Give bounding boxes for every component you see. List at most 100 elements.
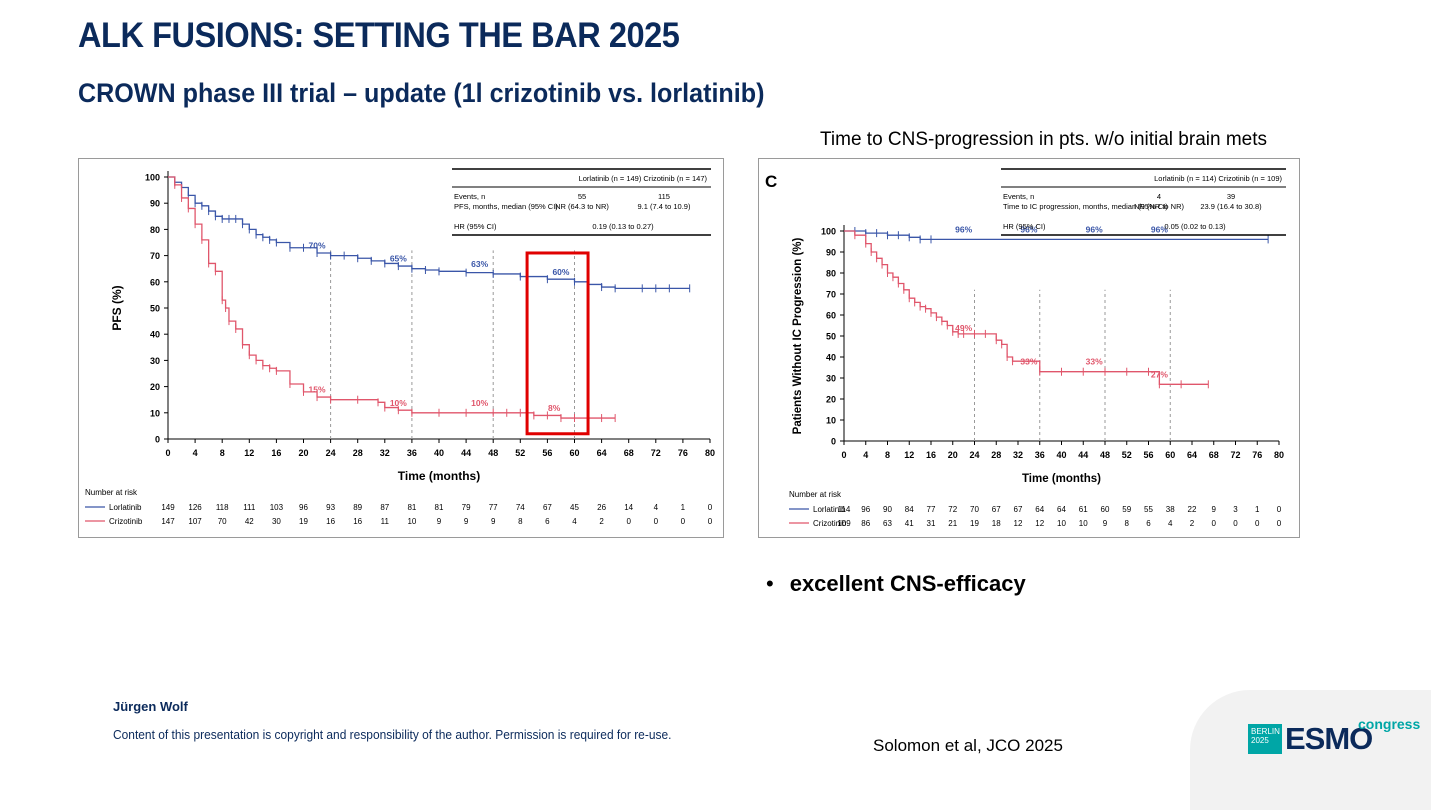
x-tick-label: 56 (1143, 450, 1153, 460)
risk-count: 61 (1079, 505, 1088, 514)
y-tick-label: 80 (150, 225, 160, 235)
x-tick-label: 20 (948, 450, 958, 460)
table-cell: 39 (1227, 192, 1235, 201)
esmo-logo: BERLIN 2025 ESMO congress (1248, 716, 1420, 756)
table-cell: NR (64.3 to NR) (555, 202, 609, 211)
risk-count: 0 (1212, 519, 1217, 528)
table-cell: NR (NR to NR) (1134, 202, 1185, 211)
risk-count: 81 (407, 503, 416, 512)
km-curve-lorlatinib (168, 176, 690, 289)
x-tick-label: 16 (926, 450, 936, 460)
x-tick-label: 40 (1056, 450, 1066, 460)
landmark-label: 96% (1020, 224, 1037, 234)
risk-count: 12 (1035, 519, 1044, 528)
landmark-label: 63% (471, 259, 488, 269)
bullet-point: • excellent CNS-efficacy (766, 571, 1026, 596)
risk-count: 96 (861, 505, 870, 514)
landmark-label: 10% (390, 398, 407, 408)
pfs-chart-panel: 0 10 20 30 40 50 60 70 80 90 100 0 4 8 12 16 20 24 28 32 36 4… (78, 158, 724, 538)
landmark-label: 10% (471, 398, 488, 408)
y-tick-label: 90 (826, 248, 836, 258)
risk-count: 59 (1122, 505, 1131, 514)
risk-count: 2 (599, 517, 604, 526)
y-tick-label: 100 (821, 227, 836, 237)
landmark-label: 60% (552, 267, 569, 277)
risk-count: 12 (1014, 519, 1023, 528)
x-tick-label: 76 (1252, 450, 1262, 460)
y-tick-label: 90 (150, 199, 160, 209)
risk-count: 89 (353, 503, 362, 512)
x-axis-label: Time (months) (1022, 473, 1101, 485)
table-cell: 0.05 (0.02 to 0.13) (1164, 222, 1226, 231)
x-tick-label: 8 (220, 448, 225, 458)
logo-congress: congress (1358, 716, 1421, 732)
slide-subtitle: CROWN phase III trial – update (1l crizo… (78, 78, 765, 108)
y-tick-label: 100 (145, 173, 160, 183)
y-tick-label: 30 (150, 356, 160, 366)
risk-count: 6 (545, 517, 550, 526)
risk-count: 16 (326, 517, 335, 526)
table-row-label: HR (95% CI) (1003, 222, 1046, 231)
y-axis-label: Patients Without IC Progression (%) (792, 237, 804, 434)
x-tick-label: 64 (597, 448, 607, 458)
x-tick-label: 52 (515, 448, 525, 458)
author-name: Jürgen Wolf (113, 699, 188, 714)
risk-count: 109 (837, 519, 851, 528)
logo-year: 2025 (1251, 736, 1269, 745)
table-row-label: Time to IC progression, months, median (… (1003, 202, 1168, 211)
risk-row-name: Lorlatinib (813, 505, 846, 514)
x-tick-label: 28 (353, 448, 363, 458)
km-curve-crizotinib (168, 176, 616, 419)
logo-city-badge: BERLIN 2025 (1248, 724, 1282, 754)
table-cell: 9.1 (7.4 to 10.9) (638, 202, 691, 211)
risk-table-title: Number at risk (85, 488, 138, 497)
x-tick-label: 12 (904, 450, 914, 460)
risk-count: 149 (161, 503, 175, 512)
landmark-label: 96% (1086, 224, 1103, 234)
risk-count: 0 (708, 503, 713, 512)
risk-count: 6 (1146, 519, 1151, 528)
table-cell: 23.9 (16.4 to 30.8) (1200, 202, 1262, 211)
risk-count: 67 (992, 505, 1001, 514)
risk-count: 107 (188, 517, 202, 526)
bullet-text: excellent CNS-efficacy (789, 571, 1026, 596)
risk-count: 86 (861, 519, 870, 528)
risk-count: 103 (270, 503, 284, 512)
x-tick-label: 36 (407, 448, 417, 458)
slide-title: ALK FUSIONS: SETTING THE BAR 2025 (78, 16, 680, 55)
risk-count: 55 (1144, 505, 1153, 514)
x-tick-label: 20 (298, 448, 308, 458)
panel-label: C (765, 172, 777, 191)
cns-chart-panel: C 0 10 20 30 40 50 60 70 80 90 100 0 4 8 12 16 20 24 28 32 36… (758, 158, 1300, 538)
y-tick-label: 30 (826, 374, 836, 384)
risk-count: 4 (572, 517, 577, 526)
risk-count: 22 (1188, 505, 1197, 514)
risk-row-name: Crizotinib (813, 519, 847, 528)
table-row-label: Events, n (1003, 192, 1034, 201)
x-tick-label: 68 (1209, 450, 1219, 460)
risk-count: 3 (1233, 505, 1238, 514)
y-tick-label: 40 (826, 353, 836, 363)
y-tick-label: 80 (826, 269, 836, 279)
risk-count: 84 (905, 505, 914, 514)
risk-count: 9 (464, 517, 469, 526)
risk-count: 96 (299, 503, 308, 512)
y-tick-label: 40 (150, 330, 160, 340)
risk-count: 19 (970, 519, 979, 528)
risk-count: 93 (326, 503, 335, 512)
risk-count: 87 (380, 503, 389, 512)
risk-count: 14 (624, 503, 633, 512)
copyright-notice: Content of this presentation is copyrigh… (113, 727, 672, 742)
x-tick-label: 32 (380, 448, 390, 458)
y-tick-label: 60 (150, 277, 160, 287)
x-tick-label: 44 (461, 448, 471, 458)
risk-count: 10 (1057, 519, 1066, 528)
logo-brand: ESMO (1285, 721, 1373, 756)
risk-count: 126 (188, 503, 202, 512)
x-tick-label: 80 (705, 448, 715, 458)
table-header: Lorlatinib (n = 149) Crizotinib (n = 147… (579, 174, 708, 183)
risk-count: 72 (948, 505, 957, 514)
risk-count: 111 (243, 503, 256, 512)
risk-row-name: Lorlatinib (109, 503, 142, 512)
